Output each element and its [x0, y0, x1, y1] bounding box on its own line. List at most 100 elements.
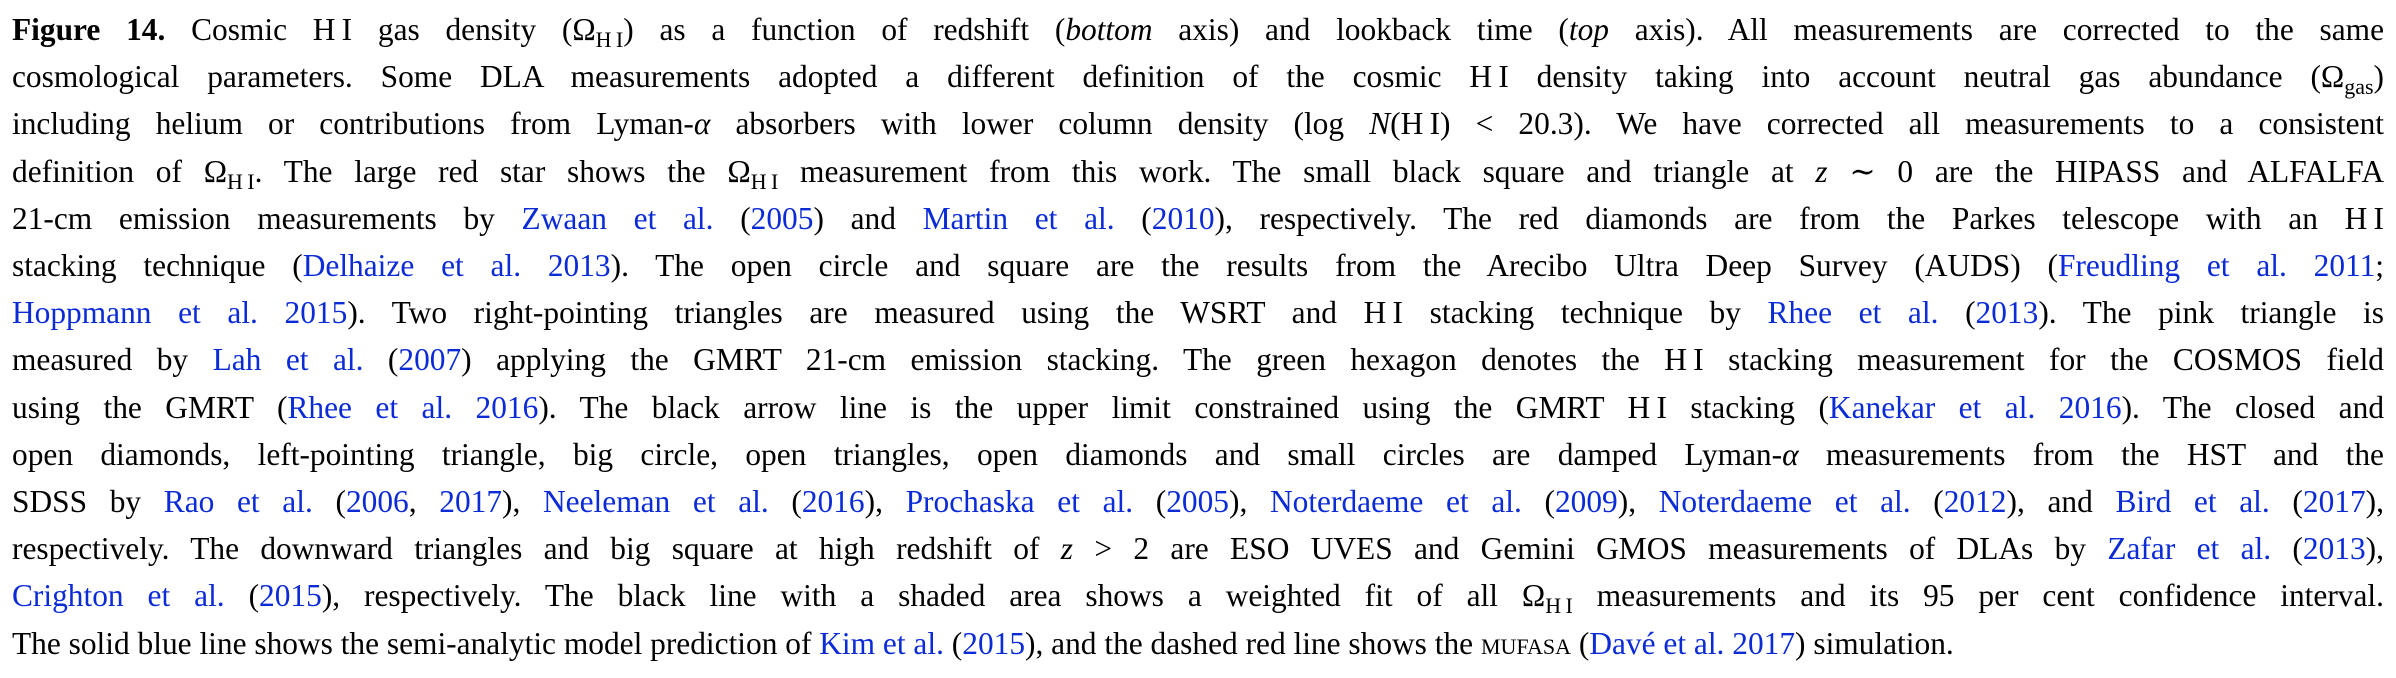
citation-link[interactable]: Neeleman et al.: [543, 484, 769, 520]
citation-link[interactable]: Rao et al.: [163, 484, 313, 520]
caption-text: ∼ 0 are the HIPASS and ALFALFA: [1827, 153, 2384, 189]
caption-line: Hoppmann et al. 2015). Two right-pointin…: [12, 289, 2384, 336]
caption-text: definition of Ω: [12, 153, 228, 189]
citation-link[interactable]: Hoppmann et al. 2015: [12, 295, 348, 331]
caption-text: absorbers with lower column density (log: [710, 106, 1370, 142]
citation-link[interactable]: 2006: [345, 484, 409, 520]
caption-text: mufasa: [1480, 625, 1572, 661]
caption-text: bottom: [1065, 12, 1153, 47]
caption-text: (: [943, 625, 963, 661]
caption-text: (H I) < 20.3). We have corrected all mea…: [1390, 106, 2384, 142]
citation-link[interactable]: 2010: [1151, 200, 1215, 236]
citation-link[interactable]: 2015: [962, 625, 1026, 661]
figure-caption: Figure 14. Cosmic H I gas density (ΩH I)…: [12, 6, 2384, 667]
caption-line: measured by Lah et al. (2007) applying t…: [12, 336, 2384, 383]
caption-text: ). The open circle and square are the re…: [610, 248, 2058, 284]
caption-text: ) and: [813, 200, 923, 236]
caption-text: including helium or contributions from L…: [12, 106, 694, 142]
citation-link[interactable]: Noterdaeme et al.: [1269, 484, 1522, 520]
citation-link[interactable]: 2012: [1943, 484, 2007, 520]
citation-link[interactable]: Delhaize et al. 2013: [302, 248, 611, 284]
caption-text: ), and: [2006, 484, 2116, 520]
caption-text: top: [1568, 12, 1609, 47]
caption-line: SDSS by Rao et al. (2006, 2017), Neelema…: [12, 478, 2384, 525]
caption-text: . The large red star shows the Ω: [254, 153, 751, 189]
citation-link[interactable]: Davé et al. 2017: [1589, 625, 1796, 661]
caption-text: (: [1938, 295, 1976, 331]
citation-link[interactable]: Rhee et al.: [1767, 295, 1939, 331]
caption-text: α: [693, 106, 711, 142]
caption-text: ),: [2365, 484, 2384, 520]
citation-link[interactable]: Freudling et al. 2011: [2057, 248, 2376, 284]
caption-text: (: [1133, 484, 1167, 520]
citation-link[interactable]: 2017: [439, 484, 503, 520]
caption-text: (: [363, 342, 399, 378]
caption-text: cosmological parameters. Some DLA measur…: [12, 59, 2345, 95]
caption-text: ), respectively. The red diamonds are fr…: [1214, 200, 2384, 236]
citation-link[interactable]: 2007: [398, 342, 462, 378]
caption-text: (: [1114, 200, 1152, 236]
caption-line: cosmological parameters. Some DLA measur…: [12, 53, 2384, 100]
citation-link[interactable]: 2005: [750, 200, 814, 236]
citation-link[interactable]: Kanekar et al. 2016: [1828, 389, 2122, 425]
citation-link[interactable]: Crighton et al.: [12, 578, 225, 614]
caption-text: ) applying the GMRT 21-cm emission stack…: [461, 342, 2384, 378]
caption-line: stacking technique (Delhaize et al. 2013…: [12, 242, 2384, 289]
citation-link[interactable]: Noterdaeme et al.: [1658, 484, 1911, 520]
citation-link[interactable]: Lah et al.: [212, 342, 364, 378]
citation-link[interactable]: Rhee et al. 2016: [287, 389, 539, 425]
caption-text: The solid blue line shows the semi-analy…: [12, 625, 820, 661]
caption-text: ). Two right-pointing triangles are meas…: [347, 295, 1768, 331]
caption-text: ): [2373, 59, 2384, 95]
caption-text: axis). All measurements are corrected to…: [1608, 12, 2385, 47]
caption-text: H I: [227, 168, 255, 194]
caption-line: Figure 14. Cosmic H I gas density (ΩH I)…: [12, 6, 2384, 53]
caption-text: ),: [502, 484, 543, 520]
caption-line: including helium or contributions from L…: [12, 100, 2384, 147]
citation-link[interactable]: Kim et al.: [819, 625, 944, 661]
caption-text: (: [713, 200, 751, 236]
caption-text: H I: [750, 168, 779, 194]
caption-text: (: [768, 484, 802, 520]
caption-line: Crighton et al. (2015), respectively. Th…: [12, 572, 2384, 619]
caption-text: z: [1060, 531, 1074, 567]
caption-text: (: [2269, 484, 2303, 520]
citation-link[interactable]: 2013: [2302, 531, 2366, 567]
citation-link[interactable]: Zafar et al.: [2107, 531, 2272, 567]
caption-text: ),: [1617, 484, 1659, 520]
caption-text: (: [1571, 625, 1590, 661]
caption-text: (: [2271, 531, 2303, 567]
citation-link[interactable]: Prochaska et al.: [905, 484, 1134, 520]
caption-text: axis) and lookback time (: [1152, 12, 1569, 47]
caption-text: α: [1782, 436, 1799, 472]
caption-text: stacking technique (: [12, 248, 303, 284]
caption-line: 21-cm emission measurements by Zwaan et …: [12, 195, 2384, 242]
citation-link[interactable]: 2013: [1975, 295, 2039, 331]
caption-text: (: [1521, 484, 1555, 520]
caption-text: (: [312, 484, 346, 520]
caption-text: Cosmic H I gas density (Ω: [191, 12, 596, 47]
caption-text: ),: [2365, 531, 2384, 567]
caption-text: ;: [2375, 248, 2384, 284]
caption-text: measurements and its 95 per cent confide…: [1572, 578, 2384, 614]
caption-text: > 2 are ESO UVES and Gemini GMOS measure…: [1073, 531, 2108, 567]
caption-text: ) as a function of redshift (: [623, 12, 1066, 47]
caption-text: SDSS by: [12, 484, 164, 520]
caption-text: respectively. The downward triangles and…: [12, 531, 1061, 567]
caption-text: measurements from the HST and the: [1798, 436, 2384, 472]
citation-link[interactable]: 2017: [2302, 484, 2366, 520]
citation-link[interactable]: 2009: [1554, 484, 1618, 520]
citation-link[interactable]: 2016: [801, 484, 865, 520]
caption-text: N: [1369, 106, 1391, 142]
caption-text: 21-cm emission measurements by: [12, 200, 522, 236]
citation-link[interactable]: Zwaan et al.: [521, 200, 714, 236]
citation-link[interactable]: Martin et al.: [922, 200, 1115, 236]
caption-line: respectively. The downward triangles and…: [12, 525, 2384, 572]
caption-text: ) simulation.: [1795, 625, 1954, 661]
caption-line: definition of ΩH I. The large red star s…: [12, 148, 2384, 195]
caption-text: (: [224, 578, 260, 614]
citation-link[interactable]: 2015: [259, 578, 322, 614]
citation-link[interactable]: 2005: [1166, 484, 1229, 520]
citation-link[interactable]: Bird et al.: [2115, 484, 2270, 520]
caption-text: z: [1815, 153, 1828, 189]
